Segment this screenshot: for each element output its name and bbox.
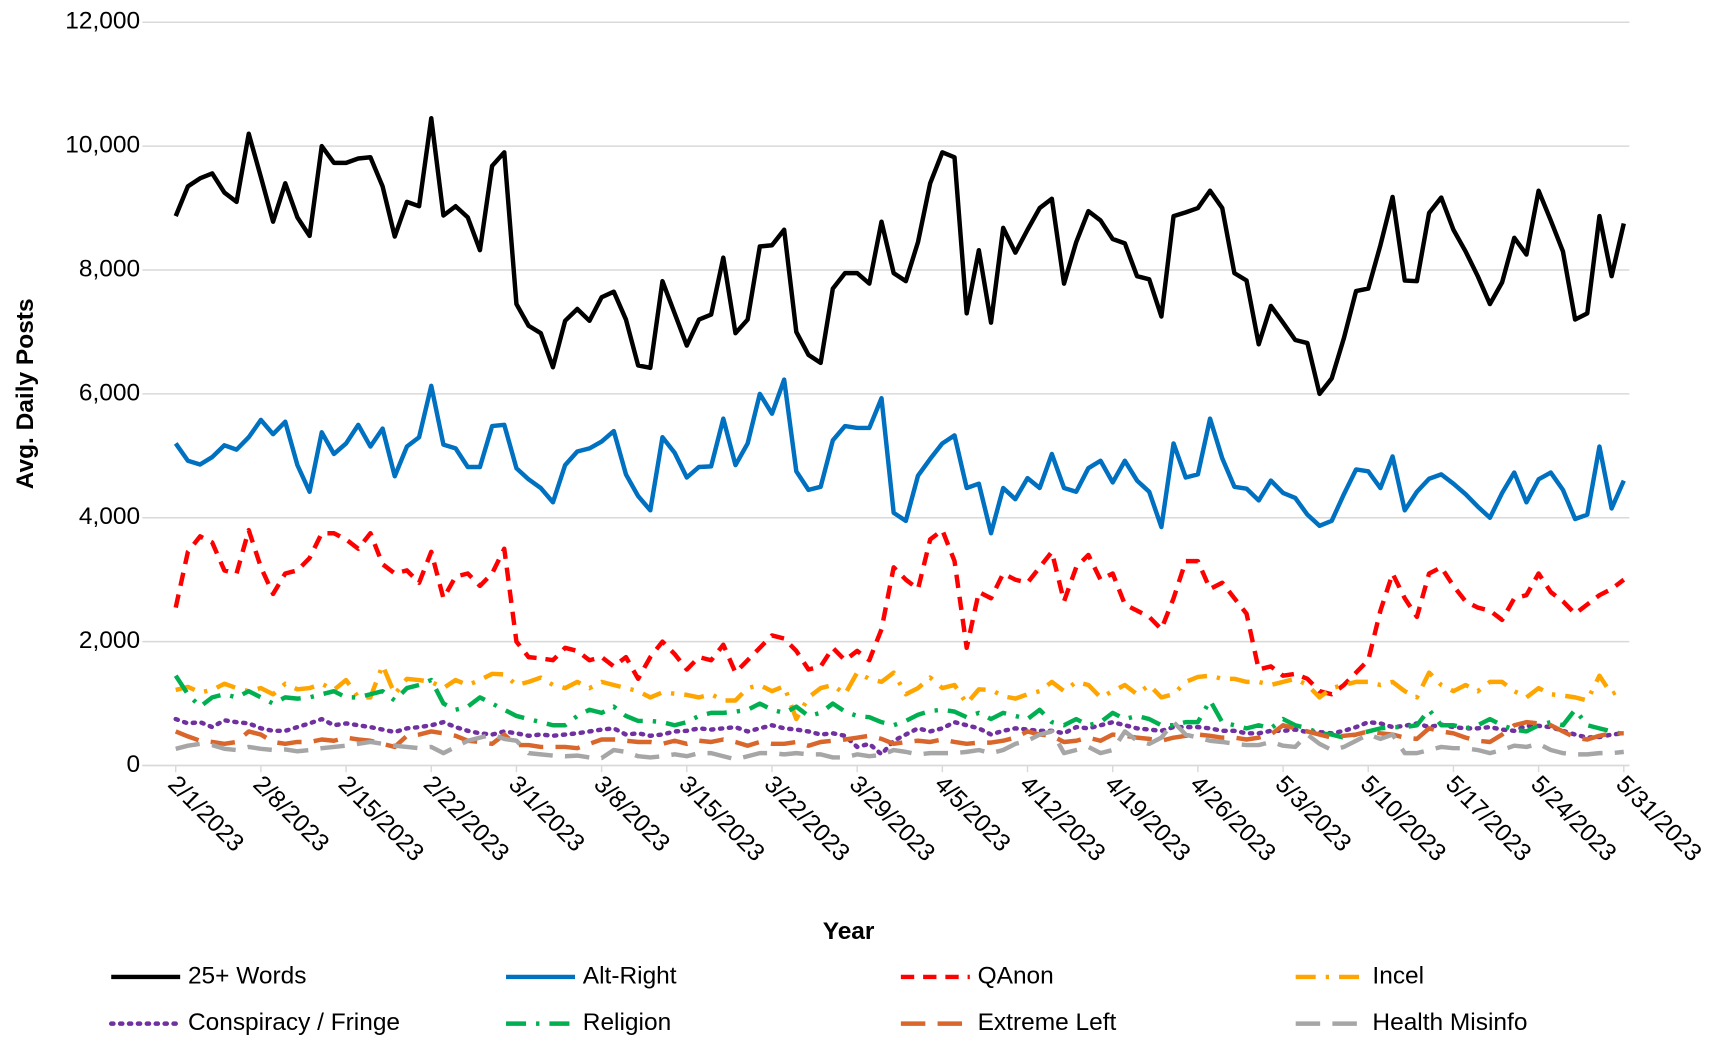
series-line: [175, 662, 1625, 722]
x-tick-label: 4/12/2023: [1014, 771, 1110, 867]
legend-label: Extreme Left: [978, 1009, 1117, 1036]
x-tick-label: 3/15/2023: [674, 771, 770, 867]
y-axis-title: Avg. Daily Posts: [12, 298, 39, 489]
x-tick-label: 4/26/2023: [1185, 771, 1281, 867]
x-tick-label: 5/17/2023: [1440, 771, 1536, 867]
legend-label: Religion: [583, 1009, 671, 1036]
y-tick-label: 2,000: [79, 627, 140, 654]
series-line: [173, 116, 1626, 397]
y-tick-label: 6,000: [79, 379, 140, 406]
x-tick-label: 4/19/2023: [1099, 771, 1195, 867]
x-tick-label: 3/8/2023: [588, 771, 674, 857]
legend-label: 25+ Words: [188, 962, 307, 989]
x-tick-label: 3/22/2023: [759, 771, 855, 867]
y-tick-label: 8,000: [79, 255, 140, 282]
y-tick-label: 10,000: [65, 132, 140, 159]
legend-label: QAnon: [978, 962, 1054, 989]
series-line: [174, 719, 1624, 751]
series-line: [173, 674, 1625, 740]
x-tick-label: 2/8/2023: [248, 771, 334, 857]
x-tick-label: 3/1/2023: [503, 771, 589, 857]
x-tick-label: 5/3/2023: [1270, 771, 1356, 857]
x-tick-label: 5/31/2023: [1611, 771, 1707, 867]
x-tick-label: 3/29/2023: [844, 771, 940, 867]
y-tick-label: 4,000: [79, 503, 140, 530]
series-line: [173, 716, 1627, 757]
x-tick-label: 2/1/2023: [162, 771, 248, 857]
legend-label: Alt-Right: [583, 962, 677, 989]
x-tick-label: 2/22/2023: [418, 771, 514, 867]
series-line: [173, 377, 1626, 536]
x-axis-title: Year: [823, 918, 875, 945]
y-tick-label: 12,000: [65, 8, 140, 35]
y-tick-label: 0: [127, 751, 141, 778]
x-tick-label: 5/24/2023: [1525, 771, 1621, 867]
x-tick-label: 2/15/2023: [333, 771, 429, 867]
x-tick-label: 5/10/2023: [1355, 771, 1451, 867]
series-line: [175, 719, 1625, 762]
legend-label: Conspiracy / Fringe: [188, 1009, 400, 1036]
legend-label: Health Misinfo: [1372, 1009, 1527, 1036]
x-tick-label: 4/5/2023: [929, 771, 1015, 857]
legend-label: Incel: [1372, 962, 1424, 989]
series-line: [173, 527, 1626, 697]
